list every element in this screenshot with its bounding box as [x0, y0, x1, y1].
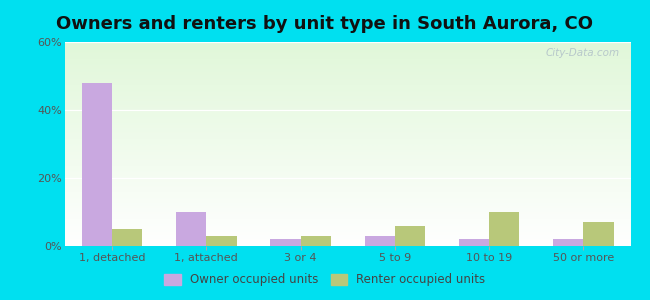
- Bar: [176, 212, 206, 246]
- Legend: Owner occupied units, Renter occupied units: Owner occupied units, Renter occupied un…: [160, 269, 490, 291]
- Bar: [82, 83, 112, 246]
- Text: Owners and renters by unit type in South Aurora, CO: Owners and renters by unit type in South…: [57, 15, 593, 33]
- Bar: [112, 229, 142, 246]
- Text: City-Data.com: City-Data.com: [545, 48, 619, 58]
- Bar: [270, 239, 300, 246]
- Bar: [553, 239, 584, 246]
- Bar: [584, 222, 614, 246]
- Bar: [365, 236, 395, 246]
- Bar: [207, 236, 237, 246]
- Bar: [489, 212, 519, 246]
- Bar: [459, 239, 489, 246]
- Bar: [395, 226, 425, 246]
- Bar: [300, 236, 331, 246]
